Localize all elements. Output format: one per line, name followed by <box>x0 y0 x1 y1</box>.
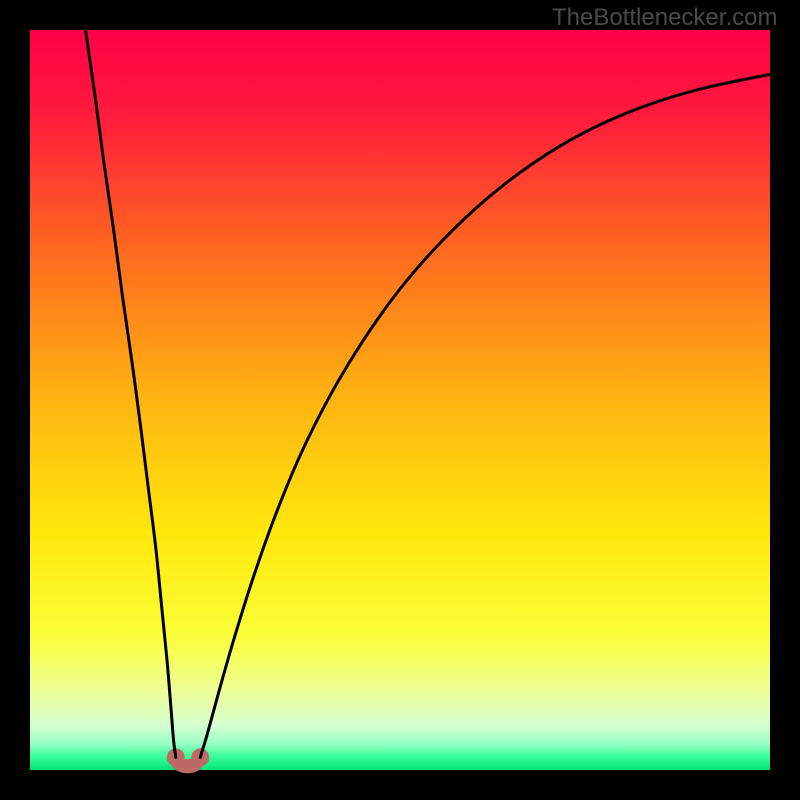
chart-svg <box>30 30 770 770</box>
left-curve <box>86 30 176 757</box>
chart-frame: TheBottlenecker.com <box>0 0 800 800</box>
watermark-text: TheBottlenecker.com <box>552 4 777 32</box>
right-curve <box>200 74 770 757</box>
plot-area <box>30 30 770 770</box>
